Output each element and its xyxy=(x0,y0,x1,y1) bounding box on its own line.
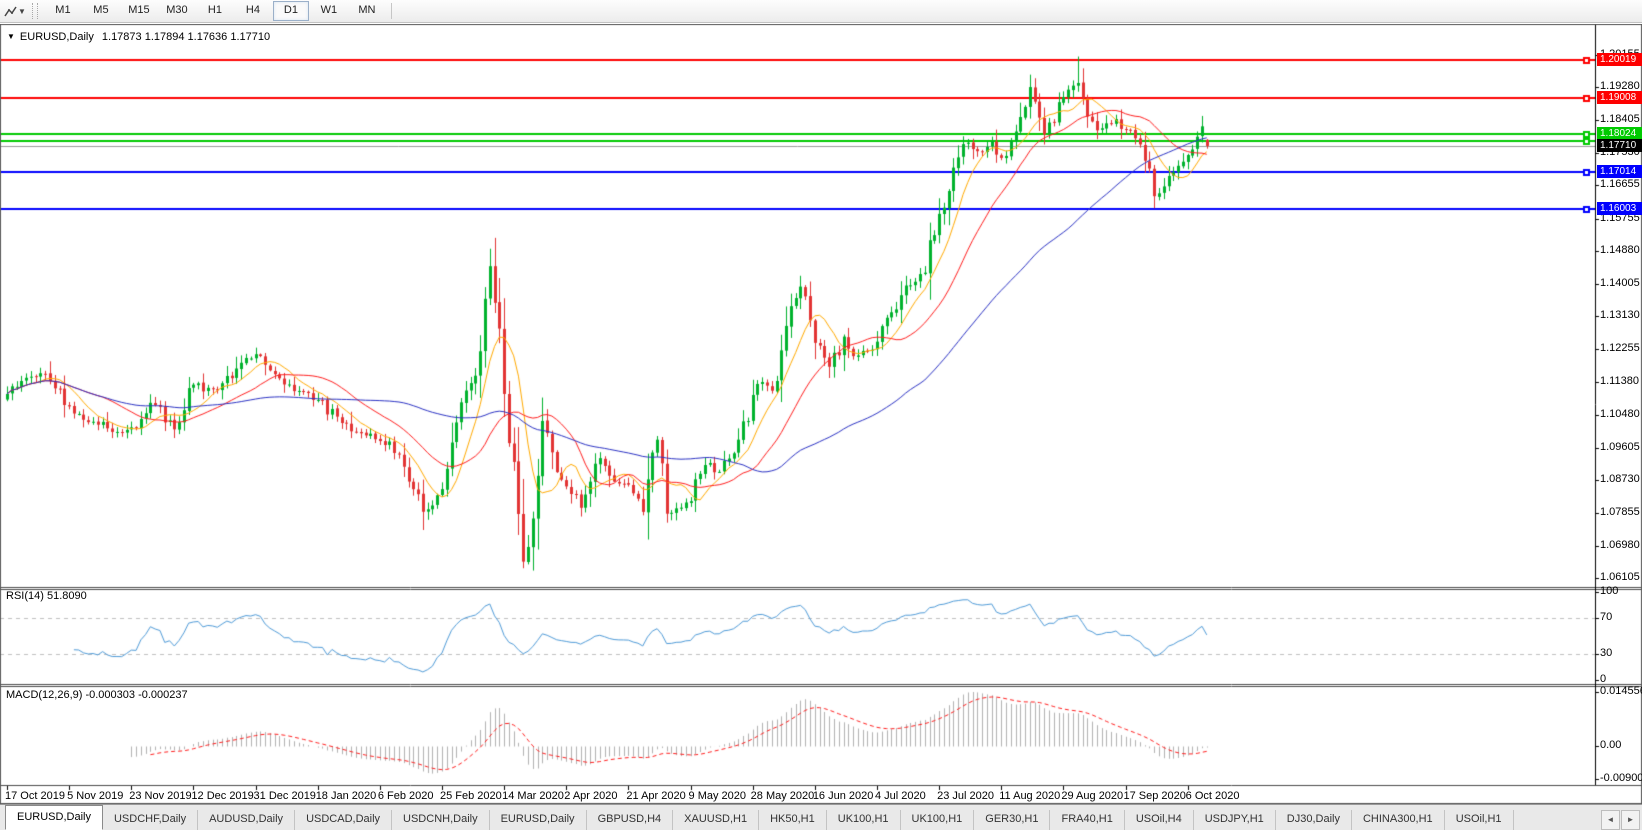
chart-tab-china300-h1[interactable]: CHINA300,H1 xyxy=(1352,810,1445,830)
rsi-scale-label: 70 xyxy=(1600,611,1613,624)
price-axis-label: 1.06105 xyxy=(1600,571,1640,584)
timeframe-button-d1[interactable]: D1 xyxy=(272,1,309,21)
chart-tabs: EURUSD,Daily USDCHF,Daily AUDUSD,Daily USDC… xyxy=(0,805,1514,830)
macd-indicator-label: MACD(12,26,9) -0.000303 -0.000237 xyxy=(6,689,188,701)
chart-window: 1.201551.192801.184051.175301.166551.157… xyxy=(0,24,1642,804)
timeframe-button-group: M1 M5 M15 M30 H1 H4 D1 W1 MN xyxy=(45,1,385,21)
chart-ohlc-values: 1.17873 1.17894 1.17636 1.17710 xyxy=(101,31,271,43)
chart-tab-usdjpy-h1[interactable]: USDJPY,H1 xyxy=(1194,810,1276,830)
hline-price-tag[interactable]: 1.18024 xyxy=(1597,127,1642,141)
timeframe-button-m5[interactable]: M5 xyxy=(93,4,109,16)
hline-price-tag[interactable]: 1.20019 xyxy=(1597,52,1642,66)
timeframe-button-h1[interactable]: H1 xyxy=(207,4,222,16)
timeframe-button-m15[interactable]: M15 xyxy=(128,4,150,16)
date-axis-label: 6 Oct 2020 xyxy=(1185,790,1240,802)
chart-tab-usdcad-daily[interactable]: USDCAD,Daily xyxy=(295,810,393,830)
tab-scroll-buttons: ◄ ► xyxy=(1601,810,1642,830)
timeframe-button-m1[interactable]: M1 xyxy=(55,4,71,16)
date-axis-label: 25 Feb 2020 xyxy=(439,790,502,802)
date-axis-label: 23 Jul 2020 xyxy=(937,790,994,802)
date-axis-label: 31 Dec 2019 xyxy=(253,790,316,802)
timeframe-button-w1[interactable]: W1 xyxy=(320,4,338,16)
timeframe-button-m30[interactable]: M30 xyxy=(166,4,188,16)
macd-scale-label: 0.014556 xyxy=(1600,685,1642,697)
timeframe-button-h4[interactable]: H4 xyxy=(245,4,260,16)
price-axis-label: 1.10480 xyxy=(1600,408,1640,421)
chart-tab-ger30-h1[interactable]: GER30,H1 xyxy=(974,810,1051,830)
price-axis-label: 1.12255 xyxy=(1600,342,1640,355)
date-axis-label: 17 Oct 2019 xyxy=(5,790,65,802)
chart-symbol-label: EURUSD,Daily xyxy=(19,31,94,43)
rsi-scale-label: 30 xyxy=(1600,646,1613,659)
chart-tab-gbpusd-h4[interactable]: GBPUSD,H4 xyxy=(587,810,674,830)
price-axis-label: 1.14005 xyxy=(1600,276,1640,289)
date-axis-label: 4 Jul 2020 xyxy=(874,790,926,802)
timeframe-button-mn[interactable]: MN xyxy=(358,4,376,16)
price-axis-label: 1.07855 xyxy=(1600,505,1640,518)
date-axis-label: 5 Nov 2019 xyxy=(67,790,124,802)
macd-scale-label: 0.00 xyxy=(1600,739,1622,751)
date-axis-label: 14 Mar 2020 xyxy=(502,790,564,802)
date-axis-label: 9 May 2020 xyxy=(688,790,747,802)
pointer-tool-icon[interactable] xyxy=(2,3,18,19)
price-axis-label: 1.09605 xyxy=(1600,440,1640,453)
chart-tab-hk50-h1[interactable]: HK50,H1 xyxy=(759,810,827,830)
chart-tab-dj30-daily[interactable]: DJ30,Daily xyxy=(1276,810,1352,830)
hline-price-tag[interactable]: 1.19008 xyxy=(1597,90,1642,104)
date-axis-label: 28 May 2020 xyxy=(750,790,815,802)
date-axis-label: 17 Sep 2020 xyxy=(1123,790,1186,802)
chart-tab-uk100-h1[interactable]: UK100,H1 xyxy=(827,810,901,830)
date-axis-label: 21 Apr 2020 xyxy=(626,790,686,802)
date-axis-label: 16 Jun 2020 xyxy=(812,790,874,802)
price-axis-label: 1.19280 xyxy=(1600,80,1640,93)
date-axis-label: 29 Aug 2020 xyxy=(1061,790,1124,802)
toolbar: ▼ M1 M5 M15 M30 H1 H4 D1 W1 MN xyxy=(0,0,1642,23)
current-price-tag: 1.17710 xyxy=(1597,138,1642,152)
chart-title: ▼ EURUSD,Daily 1.17873 1.17894 1.17636 1.1… xyxy=(7,31,270,43)
price-axis-label: 1.08730 xyxy=(1600,473,1640,486)
chart-tab-eurusd-daily[interactable]: EURUSD,Daily xyxy=(490,810,587,830)
price-axis-label: 1.13130 xyxy=(1600,309,1640,322)
chart-tab-usdchf-daily[interactable]: USDCHF,Daily xyxy=(103,810,199,830)
chart-tab-fra40-h1[interactable]: FRA40,H1 xyxy=(1050,810,1125,830)
toolbar-grip-handle[interactable] xyxy=(31,3,38,19)
rsi-scale-label: 0 xyxy=(1600,673,1607,685)
price-axis-label: 1.16655 xyxy=(1600,178,1640,191)
chart-tab-uk100-h1[interactable]: UK100,H1 xyxy=(901,810,975,830)
hline-price-tag[interactable]: 1.16003 xyxy=(1597,202,1642,216)
chart-tab-usoil-h4[interactable]: USOil,H4 xyxy=(1125,810,1194,830)
chart-tab-xauusd-h1[interactable]: XAUUSD,H1 xyxy=(673,810,760,830)
price-axis-label: 1.14880 xyxy=(1600,244,1640,257)
chart-tab-usdcnh-daily[interactable]: USDCNH,Daily xyxy=(392,810,490,830)
price-axis-label: 1.18405 xyxy=(1600,113,1640,126)
price-axis-label: 1.11380 xyxy=(1600,374,1639,387)
rsi-scale-label: 100 xyxy=(1600,585,1619,597)
date-axis-label: 11 Aug 2020 xyxy=(999,790,1061,802)
tab-scroll-left-icon[interactable]: ◄ xyxy=(1601,810,1620,830)
date-axis-label: 23 Nov 2019 xyxy=(129,790,192,802)
date-axis-label: 18 Jan 2020 xyxy=(315,790,377,802)
date-axis-label: 6 Feb 2020 xyxy=(377,790,434,802)
price-chart-canvas[interactable] xyxy=(0,24,1642,804)
toolbar-dropdown-icon[interactable]: ▼ xyxy=(18,6,26,16)
chart-tab-usoil-h1[interactable]: USOil,H1 xyxy=(1445,810,1514,830)
date-axis-label: 12 Dec 2019 xyxy=(191,790,254,802)
hline-price-tag[interactable]: 1.17014 xyxy=(1597,164,1642,178)
toolbar-separator xyxy=(390,3,392,19)
date-axis-label: 2 Apr 2020 xyxy=(564,790,618,802)
chart-tab-audusd-daily[interactable]: AUDUSD,Daily xyxy=(198,810,296,830)
rsi-indicator-label: RSI(14) 51.8090 xyxy=(6,590,87,602)
chart-tab-eurusd-daily[interactable]: EURUSD,Daily xyxy=(5,805,103,830)
tab-scroll-right-icon[interactable]: ► xyxy=(1621,810,1640,830)
price-axis-label: 1.06980 xyxy=(1600,538,1640,551)
chart-tab-bar: EURUSD,Daily USDCHF,Daily AUDUSD,Daily USDC… xyxy=(0,804,1642,830)
collapse-icon[interactable]: ▼ xyxy=(7,32,15,41)
